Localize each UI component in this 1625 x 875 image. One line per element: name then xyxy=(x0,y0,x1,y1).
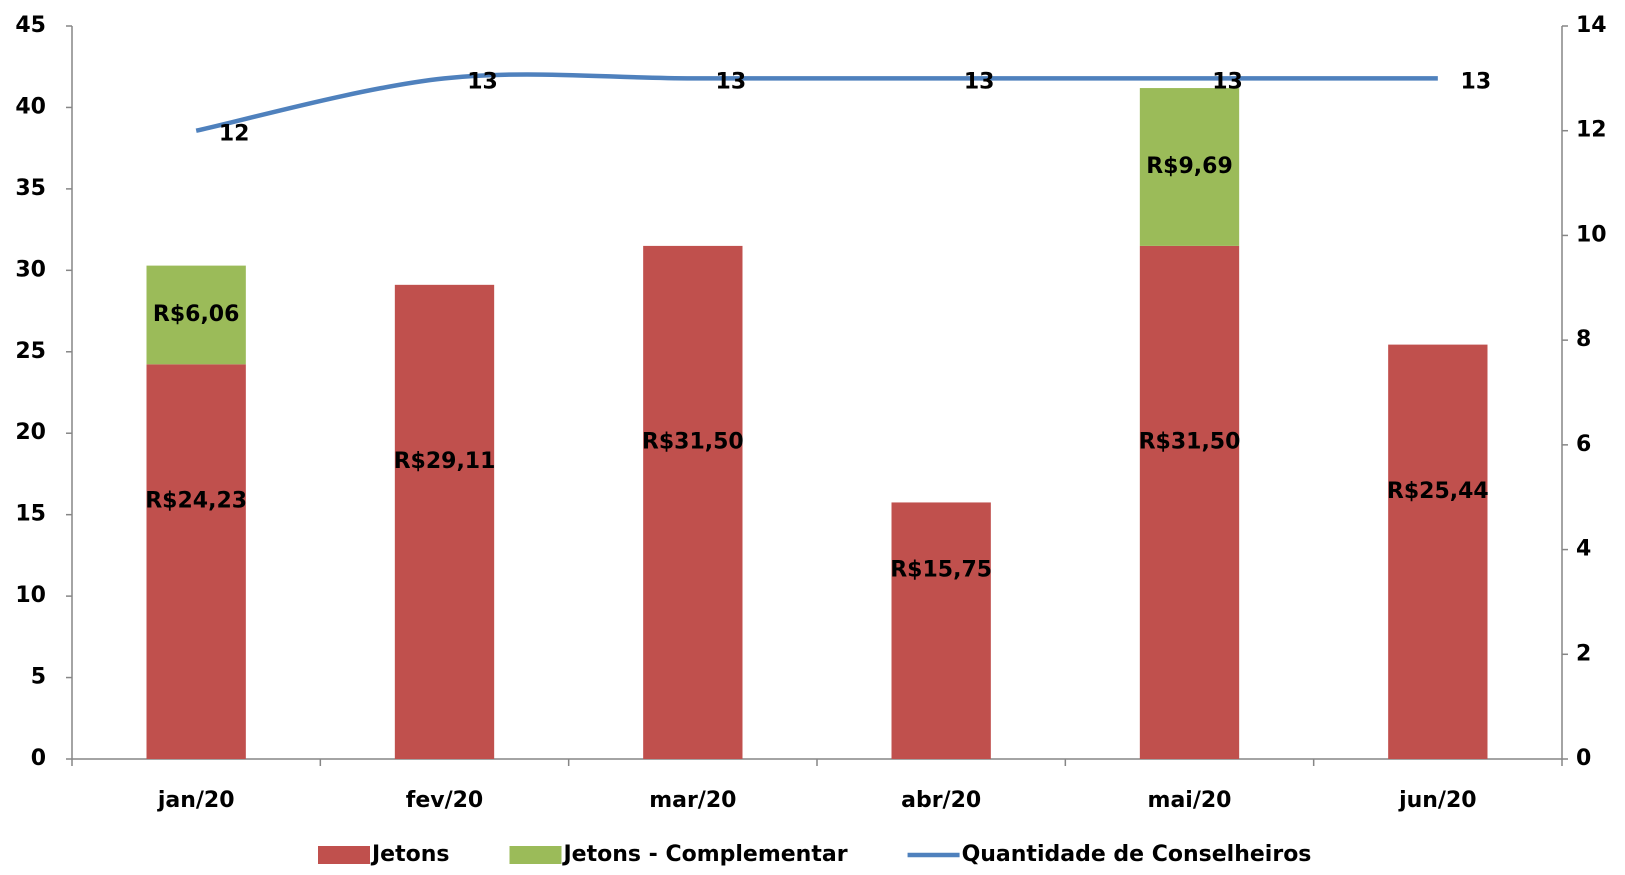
x-tick-label: fev/20 xyxy=(406,788,483,813)
y2-tick-label: 2 xyxy=(1576,641,1591,666)
data-label: 13 xyxy=(467,69,498,94)
data-label: R$15,75 xyxy=(890,558,992,583)
data-label: R$24,23 xyxy=(145,489,247,514)
y-tick-label: 0 xyxy=(31,746,46,771)
y-tick-label: 25 xyxy=(15,339,46,364)
data-label: R$25,44 xyxy=(1387,479,1489,504)
bar xyxy=(146,364,246,759)
bar xyxy=(643,245,743,759)
data-label: 13 xyxy=(1461,69,1492,94)
y-tick-label: 45 xyxy=(15,13,46,38)
y-tick-label: 15 xyxy=(15,502,46,527)
x-tick-label: mai/20 xyxy=(1148,788,1232,813)
legend-swatch xyxy=(509,846,562,864)
bar xyxy=(394,284,495,759)
y2-tick-label: 0 xyxy=(1576,746,1591,771)
y-tick-label: 40 xyxy=(15,94,46,119)
data-label: 13 xyxy=(1212,69,1243,94)
bar xyxy=(146,265,246,365)
y2-tick-label: 8 xyxy=(1576,327,1591,352)
data-label: R$31,50 xyxy=(642,429,744,454)
data-label: 13 xyxy=(964,69,995,94)
bar xyxy=(1139,88,1240,246)
legend-label: Quantidade de Conselheiros xyxy=(962,842,1312,867)
data-label: 12 xyxy=(219,122,250,147)
x-tick-label: mar/20 xyxy=(649,788,736,813)
y2-tick-label: 12 xyxy=(1576,118,1607,143)
data-label: R$31,50 xyxy=(1139,429,1241,454)
y-tick-label: 5 xyxy=(31,665,46,690)
data-label: R$9,69 xyxy=(1146,154,1233,179)
bar xyxy=(1139,245,1240,759)
legend-label: Jetons xyxy=(370,842,450,867)
y-tick-label: 35 xyxy=(15,176,46,201)
x-tick-label: abr/20 xyxy=(901,788,981,813)
line xyxy=(195,72,1438,133)
y2-tick-label: 14 xyxy=(1576,13,1607,38)
bar xyxy=(891,502,991,759)
y-tick-label: 20 xyxy=(15,420,46,445)
x-tick-label: jun/20 xyxy=(1398,788,1477,813)
data-label: R$6,06 xyxy=(153,302,240,327)
bar xyxy=(1388,344,1488,759)
x-tick-label: jan/20 xyxy=(157,788,235,813)
data-label: 13 xyxy=(716,69,747,94)
y2-tick-label: 6 xyxy=(1576,432,1591,457)
y-tick-label: 30 xyxy=(15,257,46,282)
y2-tick-label: 10 xyxy=(1576,222,1607,247)
data-label: R$29,11 xyxy=(394,449,496,474)
y-tick-label: 10 xyxy=(15,583,46,608)
y2-tick-label: 4 xyxy=(1576,537,1591,562)
legend-swatch xyxy=(318,846,370,864)
legend-label: Jetons - Complementar xyxy=(562,842,848,867)
